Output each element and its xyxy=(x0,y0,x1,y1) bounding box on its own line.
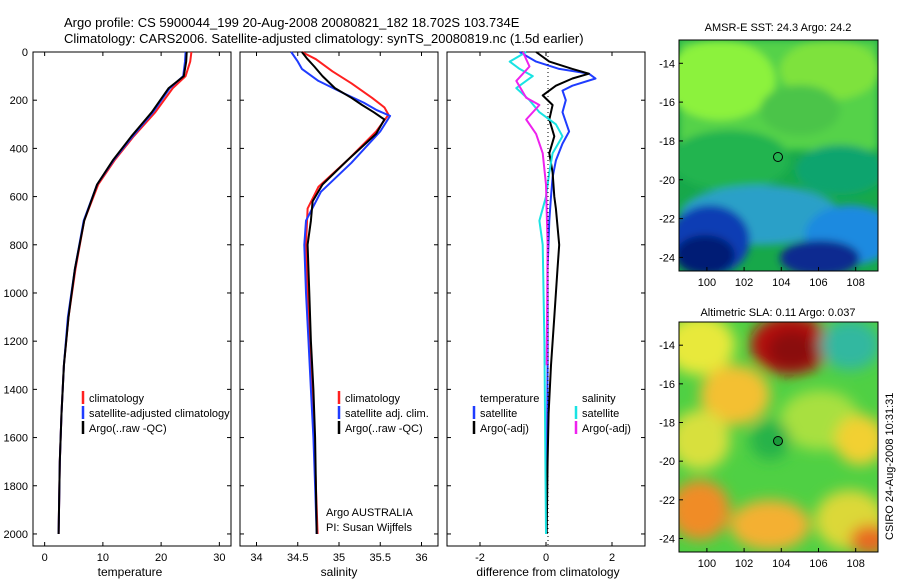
x-tick-label: -2 xyxy=(475,552,485,564)
legend-temperature-heading: temperature xyxy=(480,393,539,405)
map-y-tick-label: -14 xyxy=(659,58,675,70)
legend-satellite-adj: satellite adj. clim. xyxy=(345,408,429,420)
x-tick-label: 35 xyxy=(333,552,345,564)
depth-tick-label: 200 xyxy=(10,95,28,107)
map-y-tick-label: -24 xyxy=(659,533,675,545)
sst-float-marker xyxy=(773,152,783,162)
map-x-tick-label: 106 xyxy=(809,277,827,289)
series-temperature-argo xyxy=(535,51,590,535)
sst-map-title: AMSR-E SST: 24.3 Argo: 24.2 xyxy=(705,22,852,34)
series-salinity-satellite xyxy=(508,51,564,535)
legend-salinity-heading: salinity xyxy=(582,393,616,405)
salinity-legend: climatology satellite adj. clim. Argo(..… xyxy=(326,391,429,534)
csiro-timestamp: CSIRO 24-Aug-2008 10:31:31 xyxy=(884,393,896,540)
map-x-tick-label: 108 xyxy=(847,277,865,289)
depth-tick-label: 0 xyxy=(22,47,28,59)
x-tick-label: 0 xyxy=(42,552,48,564)
map-x-tick-label: 102 xyxy=(735,558,753,570)
legend-argo: Argo(..raw -QC) xyxy=(345,423,423,435)
salinity-xlabel: salinity xyxy=(321,565,358,579)
depth-tick-label: 1200 xyxy=(4,336,28,348)
x-tick-label: 10 xyxy=(97,552,109,564)
map-x-tick-label: 104 xyxy=(772,558,790,570)
depth-tick-label: 1000 xyxy=(4,288,28,300)
x-tick-label: 36 xyxy=(415,552,427,564)
x-tick-label: 34.5 xyxy=(287,552,308,564)
map-x-tick-label: 106 xyxy=(809,558,827,570)
series-argo xyxy=(57,51,188,535)
series-argo xyxy=(301,51,386,535)
annotation-pi: PI: Susan Wijffels xyxy=(326,522,412,534)
depth-tick-label: 600 xyxy=(10,192,28,204)
sla-map-frame xyxy=(678,321,879,553)
legend-argo: Argo(..raw -QC) xyxy=(89,423,167,435)
map-x-tick-label: 108 xyxy=(847,558,865,570)
annotation-argo-australia: Argo AUSTRALIA xyxy=(326,507,413,519)
legend-salinity-satellite: satellite xyxy=(582,408,619,420)
x-tick-label: 2 xyxy=(609,552,615,564)
map-y-tick-label: -22 xyxy=(659,214,675,226)
legend-climatology: climatology xyxy=(345,393,401,405)
x-tick-label: 0 xyxy=(543,552,549,564)
sst-map-frame xyxy=(678,39,879,272)
difference-legend: temperature satellite Argo(-adj) salinit… xyxy=(472,393,631,435)
map-y-tick-label: -18 xyxy=(659,136,675,148)
map-x-tick-label: 104 xyxy=(772,277,790,289)
map-y-tick-label: -16 xyxy=(659,379,675,391)
depth-tick-label: 1400 xyxy=(4,384,28,396)
sla-map-title: Altimetric SLA: 0.11 Argo: 0.037 xyxy=(700,307,855,319)
map-y-tick-label: -22 xyxy=(659,495,675,507)
salinity-panel: 34 34.5 35 35.5 36 xyxy=(240,51,438,564)
depth-tick-label: 1800 xyxy=(4,481,28,493)
temperature-xlabel: temperature xyxy=(98,565,163,579)
depth-axis: 0 200 400 600 800 1000 1200 1400 1600 1800 2000 xyxy=(4,47,28,541)
map-y-tick-label: -20 xyxy=(659,456,675,468)
legend-climatology: climatology xyxy=(89,393,145,405)
map-x-tick-label: 100 xyxy=(698,558,716,570)
difference-xlabel: difference from climatology xyxy=(476,565,619,579)
sla-float-marker xyxy=(773,436,783,446)
map-y-tick-label: -14 xyxy=(659,340,675,352)
sst-map-axes: 100 102 104 106 108 -14 -16 -18 -20 -22 -24 xyxy=(659,58,865,289)
x-tick-label: 34 xyxy=(250,552,262,564)
depth-tick-label: 2000 xyxy=(4,529,28,541)
legend-satellite-adjusted: satellite-adjusted climatology xyxy=(89,408,230,420)
series-satellite-adj-clim- xyxy=(290,51,392,535)
map-x-tick-label: 100 xyxy=(698,277,716,289)
temperature-legend: climatology satellite-adjusted climatolo… xyxy=(81,391,230,435)
depth-tick-label: 800 xyxy=(10,240,28,252)
sla-map xyxy=(679,322,878,552)
map-y-tick-label: -24 xyxy=(659,252,675,264)
temperature-panel: 0 10 20 30 xyxy=(33,51,231,564)
title-line-2: Climatology: CARS2006. Satellite-adjuste… xyxy=(64,31,584,46)
sla-map-axes: 100 102 104 106 108 -14 -16 -18 -20 -22 -24 xyxy=(659,340,865,570)
temperature-panel-frame xyxy=(32,51,232,547)
x-tick-label: 30 xyxy=(213,552,225,564)
depth-tick-label: 1600 xyxy=(4,433,28,445)
legend-temperature-satellite: satellite xyxy=(480,408,517,420)
title-line-1: Argo profile: CS 5900044_199 20-Aug-2008… xyxy=(64,15,520,30)
salinity-panel-frame xyxy=(239,51,439,547)
legend-temperature-argo: Argo(-adj) xyxy=(480,423,529,435)
legend-salinity-argo: Argo(-adj) xyxy=(582,423,631,435)
sst-map xyxy=(679,40,878,271)
series-salinity-argo xyxy=(515,51,549,366)
x-tick-label: 20 xyxy=(155,552,167,564)
x-tick-label: 35.5 xyxy=(370,552,391,564)
map-y-tick-label: -20 xyxy=(659,175,675,187)
map-y-tick-label: -16 xyxy=(659,97,675,109)
map-y-tick-label: -18 xyxy=(659,418,675,430)
depth-tick-label: 400 xyxy=(10,143,28,155)
map-x-tick-label: 102 xyxy=(735,277,753,289)
